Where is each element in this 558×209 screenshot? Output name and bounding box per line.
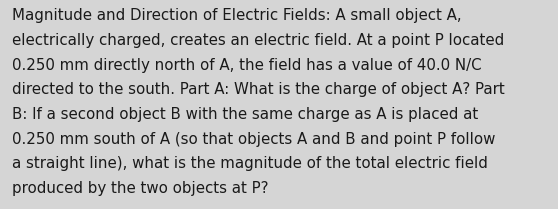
Text: B: If a second object B with the same charge as A is placed at: B: If a second object B with the same ch…	[12, 107, 479, 122]
Text: electrically charged, creates an electric field. At a point P located: electrically charged, creates an electri…	[12, 33, 504, 48]
Text: a straight line), what is the magnitude of the total electric field: a straight line), what is the magnitude …	[12, 156, 488, 171]
Text: produced by the two objects at P?: produced by the two objects at P?	[12, 181, 269, 196]
Text: Magnitude and Direction of Electric Fields: A small object A,: Magnitude and Direction of Electric Fiel…	[12, 8, 462, 23]
Text: 0.250 mm directly north of A, the field has a value of 40.0 N/C: 0.250 mm directly north of A, the field …	[12, 58, 482, 73]
Text: directed to the south. Part A: What is the charge of object A? Part: directed to the south. Part A: What is t…	[12, 82, 505, 97]
Text: 0.250 mm south of A (so that objects A and B and point P follow: 0.250 mm south of A (so that objects A a…	[12, 132, 496, 147]
